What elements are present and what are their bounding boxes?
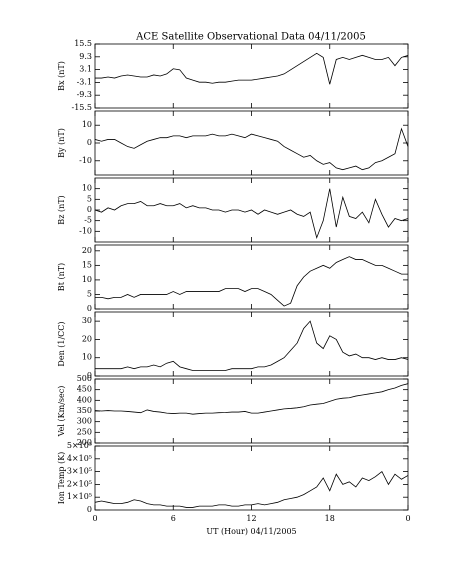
y-tick-label: -3.1	[77, 77, 92, 86]
y-tick-label: 5	[87, 289, 92, 298]
y-axis-label: Den (1/CC)	[57, 321, 66, 366]
y-axis-label: Ion Temp (K)	[57, 452, 66, 505]
y-tick-label: 3×10⁵	[67, 467, 92, 476]
y-tick-label: -5	[84, 216, 92, 225]
y-tick-label: 3.1	[79, 65, 92, 74]
y-axis-label: Bx (nT)	[57, 61, 66, 91]
panel-frame	[94, 244, 409, 310]
panel-frame	[94, 378, 409, 444]
x-tick-label: 18	[325, 514, 335, 523]
y-tick-label: 400	[77, 395, 92, 404]
panel-frame	[94, 110, 409, 176]
data-line	[95, 320, 409, 371]
y-axis-label: Vel (Km/sec)	[57, 386, 66, 438]
y-tick-label: -15.5	[71, 103, 92, 112]
y-tick-label: 20	[82, 246, 92, 255]
y-tick-label: 1×10⁵	[67, 492, 92, 501]
y-tick-label: -9.3	[77, 90, 92, 99]
y-tick-label: 0	[87, 371, 92, 380]
x-tick-label: 6	[171, 514, 176, 523]
y-tick-label: 10	[82, 120, 92, 129]
x-axis-label: UT (Hour) 04/11/2005	[206, 527, 296, 536]
y-tick-label: 10	[82, 184, 92, 193]
data-line	[94, 127, 409, 171]
y-tick-label: 0	[87, 138, 92, 147]
y-tick-label: 20	[82, 334, 92, 343]
x-tick-label: 0	[92, 514, 97, 523]
panel-frame	[94, 445, 409, 511]
data-line	[94, 470, 409, 508]
y-tick-label: 0	[87, 304, 92, 313]
y-tick-label: 10	[82, 275, 92, 284]
y-tick-label: 15	[82, 260, 92, 269]
y-tick-label: 200	[77, 438, 92, 447]
data-line	[95, 256, 408, 307]
y-tick-label: 5	[87, 194, 92, 203]
data-line	[94, 383, 409, 415]
y-axis-label: By (nT)	[57, 128, 66, 158]
y-axis-label: Bt (nT)	[57, 263, 66, 291]
y-tick-label: 4×10⁵	[67, 454, 92, 463]
y-tick-label: 9.3	[79, 52, 92, 61]
y-axis-label: Bz (nT)	[57, 195, 66, 224]
y-tick-label: -10	[79, 156, 92, 165]
chart-title: ACE Satellite Observational Data 04/11/2…	[135, 32, 366, 43]
data-line	[95, 52, 409, 85]
y-tick-label: 2×10⁵	[67, 479, 92, 488]
y-tick-label: 0	[87, 505, 92, 514]
y-tick-label: 500	[77, 374, 92, 383]
y-tick-label: 250	[77, 427, 92, 436]
panel-frame	[94, 43, 409, 109]
y-tick-label: -10	[79, 226, 92, 235]
y-tick-label: 5×10⁵	[67, 441, 92, 450]
x-tick-label: 0	[405, 514, 410, 523]
data-line	[94, 188, 409, 240]
y-tick-label: 350	[77, 406, 92, 415]
y-tick-label: 450	[77, 385, 92, 394]
y-tick-label: 10	[82, 353, 92, 362]
y-tick-label: 15.5	[74, 39, 92, 48]
panel-frame	[94, 311, 409, 377]
x-tick-label: 12	[246, 514, 256, 523]
y-tick-label: 30	[82, 316, 92, 325]
y-tick-label: 0	[87, 205, 92, 214]
y-tick-label: 300	[77, 417, 92, 426]
